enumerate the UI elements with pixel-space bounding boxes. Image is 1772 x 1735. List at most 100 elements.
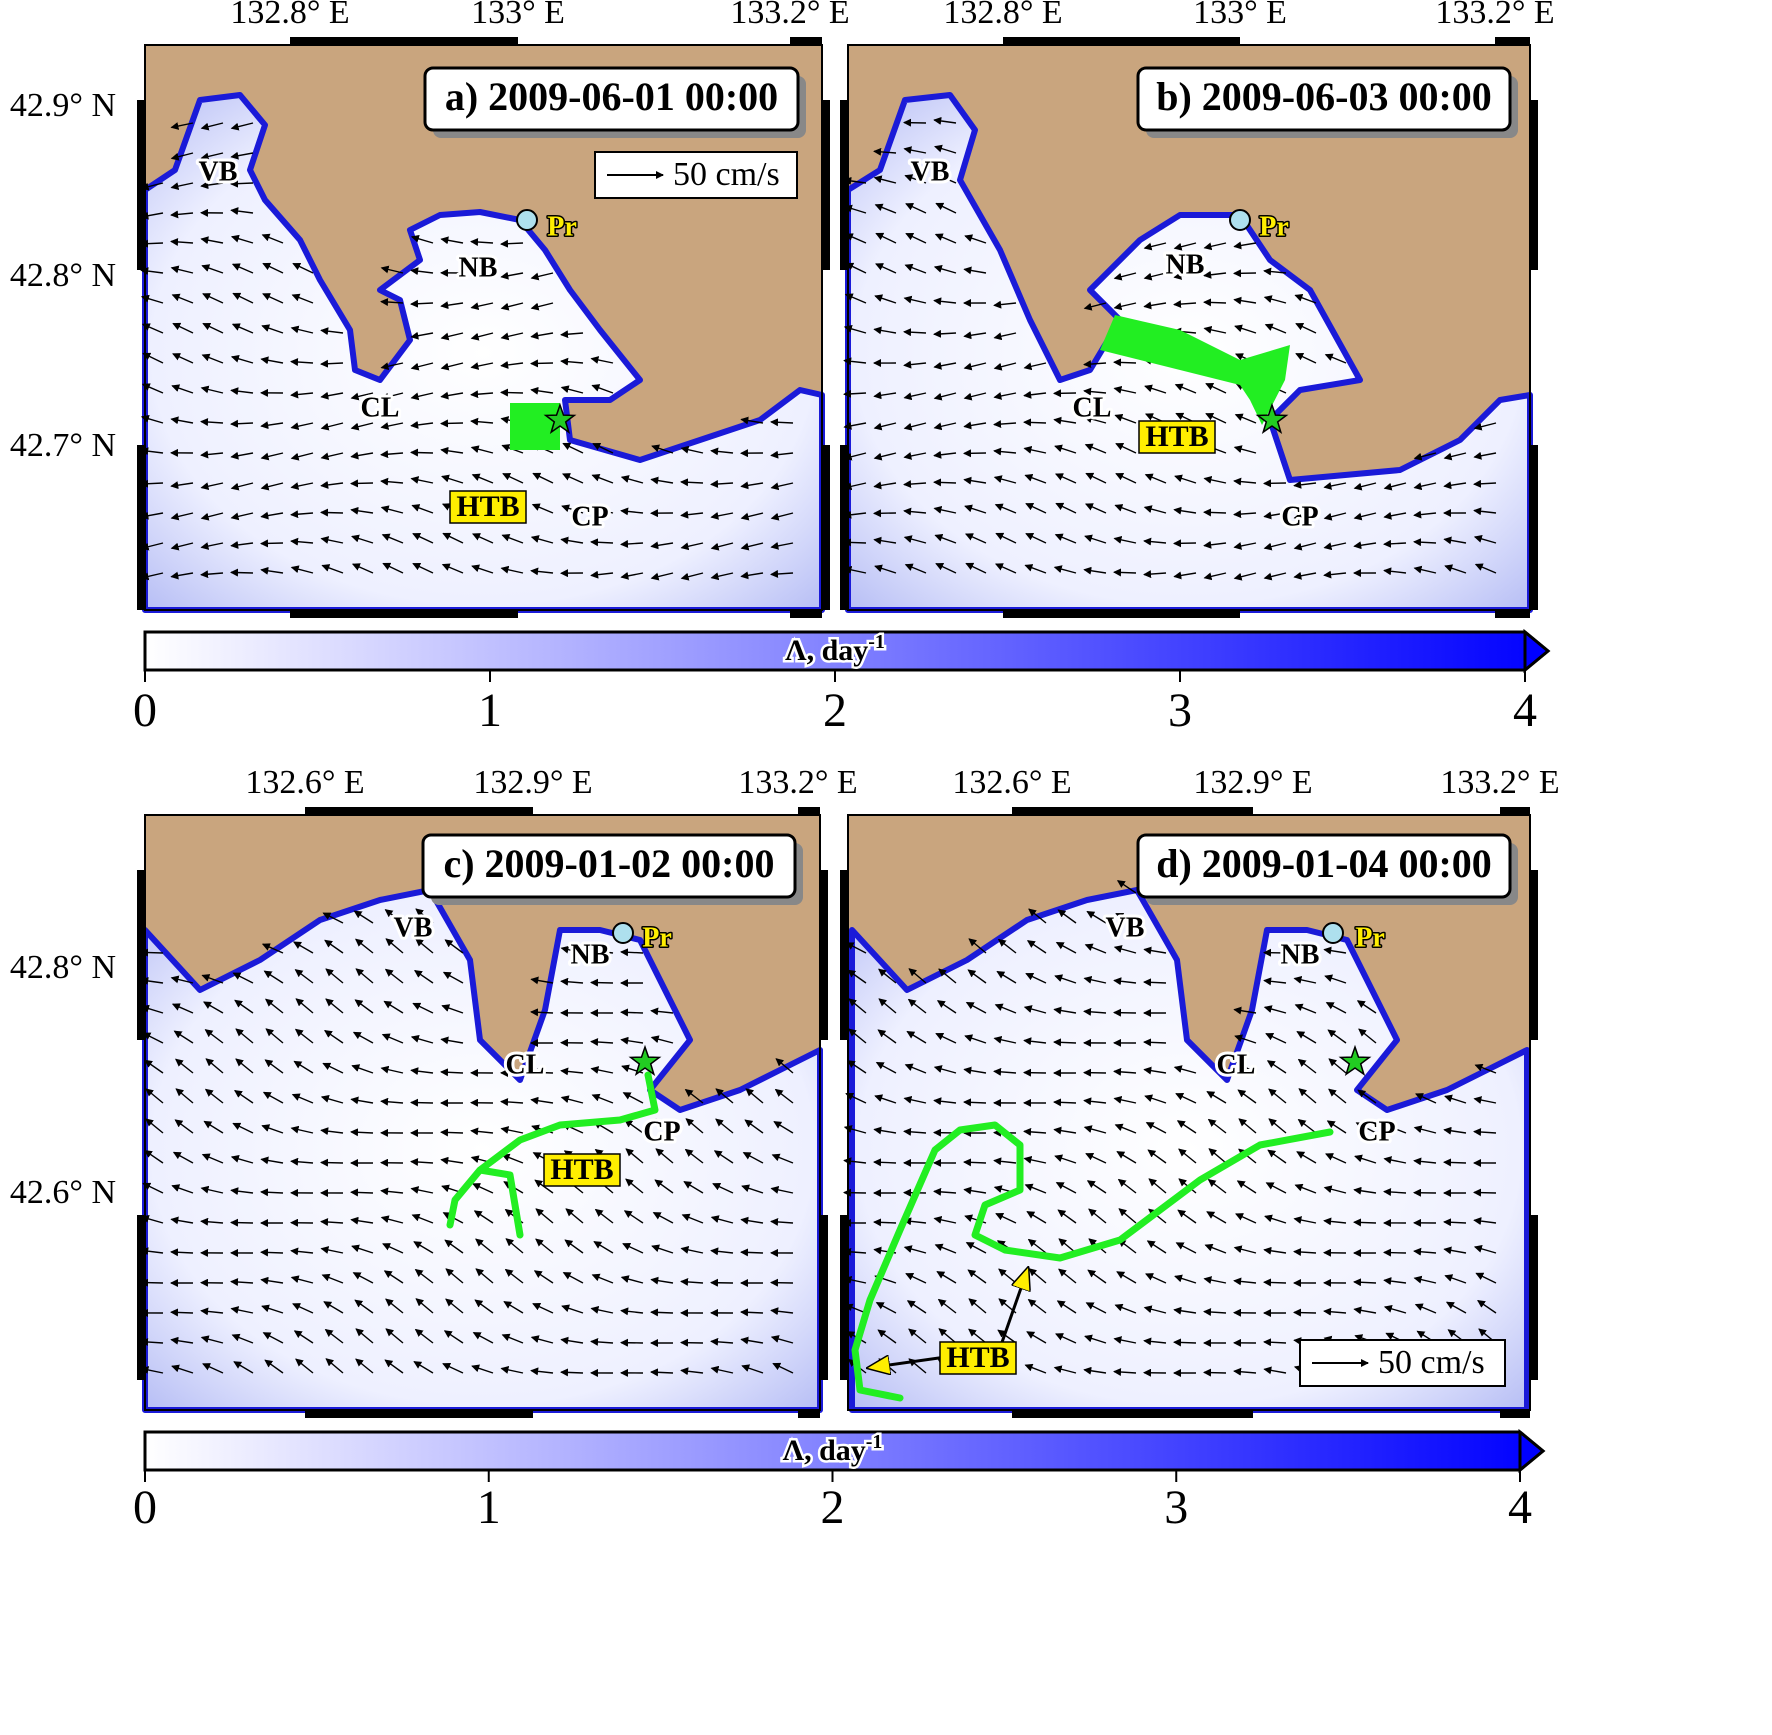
flow-arrow [530, 976, 554, 985]
flow-arrow [1263, 977, 1287, 986]
colorbar-tick-label: 0 [133, 1481, 157, 1534]
flow-arrow [1145, 1273, 1167, 1284]
flow-arrow [873, 391, 897, 400]
flow-arrow [230, 512, 254, 521]
place-label: CP [571, 501, 608, 532]
flow-arrow [411, 1213, 434, 1224]
colorbar-tick-label: 3 [1168, 684, 1192, 737]
flow-arrow [1115, 473, 1137, 484]
flow-arrow [440, 419, 464, 428]
flow-arrow [650, 541, 674, 550]
flow-arrow [903, 1245, 927, 1254]
flow-arrow [414, 1328, 434, 1344]
flow-arrow [144, 1059, 164, 1074]
flow-arrow [845, 1092, 867, 1104]
frame-bar [305, 1410, 533, 1418]
flow-arrow [1263, 1338, 1287, 1347]
flow-arrow [440, 1068, 464, 1077]
title-box [421, 833, 797, 899]
flow-arrow [591, 384, 614, 394]
flow-arrow [1143, 537, 1167, 546]
flow-arrow [1023, 1155, 1047, 1164]
flow-arrow [1025, 503, 1047, 514]
flow-arrow [415, 938, 434, 954]
flow-arrow [655, 1118, 674, 1134]
flow-arrow [622, 1243, 644, 1254]
flow-arrow [715, 1088, 734, 1104]
flow-arrow [1475, 1272, 1497, 1284]
flow-arrow [410, 267, 434, 276]
flow-arrow [532, 1303, 554, 1314]
flow-arrow [144, 1149, 164, 1164]
flow-arrow [385, 1298, 404, 1314]
flow-arrow [903, 480, 927, 489]
flow-arrow [500, 332, 524, 341]
flow-arrow [1383, 1248, 1407, 1257]
flow-arrow [684, 1088, 704, 1104]
flow-arrow [560, 385, 584, 394]
flow-arrow [1294, 1183, 1317, 1194]
flow-arrow [770, 482, 794, 491]
flow-arrow [410, 1186, 434, 1194]
flow-arrow [740, 512, 764, 521]
flow-arrow [320, 480, 344, 489]
flow-arrow [1233, 1006, 1257, 1015]
flow-arrow [410, 1035, 434, 1044]
flow-arrow [1267, 1149, 1287, 1164]
flow-arrow [382, 1243, 404, 1254]
flow-arrow [1116, 880, 1137, 894]
flow-arrow [908, 968, 927, 984]
flow-arrow [230, 234, 254, 244]
flow-arrow [620, 1036, 644, 1045]
flow-arrow [591, 1093, 614, 1104]
flow-arrow [710, 1365, 734, 1374]
flow-arrow [230, 354, 254, 364]
flow-arrow [290, 1125, 314, 1134]
flow-arrow [172, 353, 194, 364]
flow-arrow [501, 533, 524, 544]
flow-arrow [470, 445, 494, 454]
flow-arrow [170, 1216, 194, 1225]
flow-arrow [1237, 1089, 1257, 1104]
flow-arrow [1084, 1334, 1107, 1344]
flow-arrow [172, 322, 194, 334]
flow-arrow [235, 1028, 254, 1044]
flow-arrow [530, 1068, 554, 1077]
frame-bar [1003, 610, 1240, 618]
flow-arrow [652, 1212, 674, 1224]
flow-arrow [625, 1148, 644, 1164]
flow-arrow [290, 510, 314, 519]
flow-arrow [230, 122, 254, 131]
flow-arrow [1358, 1028, 1377, 1044]
flow-arrow [260, 482, 284, 491]
flow-arrow [171, 1184, 194, 1194]
flow-arrow [410, 299, 434, 308]
flow-arrow [560, 1067, 584, 1076]
flow-arrow [472, 1183, 494, 1194]
flow-arrow [1443, 1158, 1467, 1167]
flow-arrow [936, 1000, 957, 1014]
flow-arrow [260, 1156, 284, 1165]
flow-arrow [963, 362, 987, 371]
frame-bar [1012, 807, 1253, 815]
flow-arrow [1413, 1125, 1437, 1134]
longitude-label: 133° E [471, 0, 565, 31]
flow-arrow [650, 476, 674, 485]
flow-arrow [1084, 443, 1107, 454]
flow-arrow [685, 1118, 704, 1134]
flow-arrow [200, 122, 224, 131]
flow-arrow [500, 302, 524, 311]
flow-arrow [565, 1208, 584, 1224]
flow-arrow [968, 938, 987, 954]
flow-arrow [350, 1188, 374, 1197]
flow-arrow [1054, 444, 1077, 454]
flow-arrow [474, 1299, 494, 1314]
flow-arrow [994, 503, 1017, 514]
flow-arrow [500, 271, 524, 280]
flow-arrow [1474, 563, 1497, 574]
flow-arrow [680, 445, 704, 454]
flow-arrow [320, 1246, 344, 1254]
flow-arrow [320, 327, 344, 336]
flow-arrow [265, 1028, 284, 1044]
flow-arrow [710, 542, 734, 551]
